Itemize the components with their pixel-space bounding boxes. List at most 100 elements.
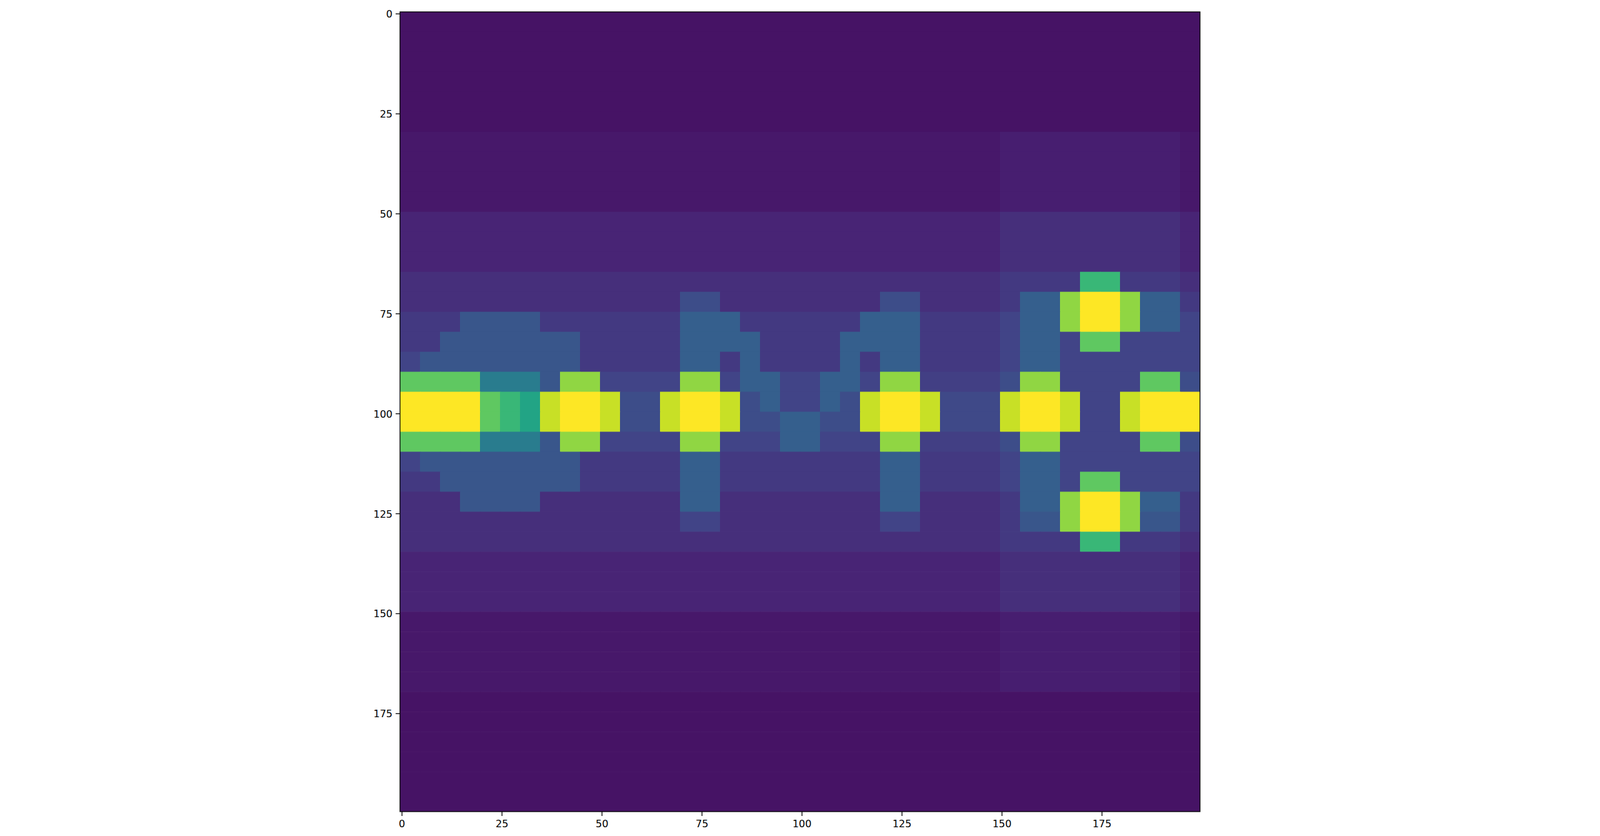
cell	[660, 471, 681, 492]
cell	[420, 351, 441, 373]
cell	[660, 411, 681, 433]
cell	[540, 31, 561, 53]
cell	[720, 331, 741, 353]
cell	[400, 111, 421, 133]
cell	[580, 631, 601, 652]
cell	[600, 231, 621, 253]
cell	[1180, 131, 1200, 153]
cell	[1180, 211, 1200, 233]
x-tick	[401, 811, 403, 816]
cell	[1060, 511, 1081, 532]
cell	[1160, 451, 1181, 472]
cell	[720, 171, 741, 193]
cell	[920, 291, 941, 313]
cell	[800, 51, 821, 73]
cell	[840, 371, 861, 393]
cell	[740, 111, 761, 133]
cell	[940, 91, 961, 113]
cell	[980, 291, 1001, 313]
cell	[600, 71, 621, 93]
cell	[940, 751, 961, 772]
cell	[460, 71, 481, 93]
cell	[400, 471, 421, 492]
cell	[660, 91, 681, 113]
cell	[560, 51, 581, 73]
cell	[420, 551, 441, 572]
cell	[840, 531, 861, 552]
cell	[860, 471, 881, 492]
cell	[400, 311, 421, 333]
cell	[640, 491, 661, 512]
cell	[520, 311, 541, 333]
cell	[680, 711, 701, 732]
cell	[900, 211, 921, 233]
cell	[540, 271, 561, 293]
cell	[880, 71, 901, 93]
cell	[860, 531, 881, 552]
cell	[680, 651, 701, 672]
cell	[440, 211, 461, 233]
cell	[520, 231, 541, 253]
cell	[500, 751, 521, 772]
cell	[440, 491, 461, 512]
cell	[800, 711, 821, 732]
cell	[800, 291, 821, 313]
y-tick	[395, 513, 400, 514]
cell	[800, 71, 821, 93]
cell	[1120, 671, 1141, 692]
cell	[540, 751, 561, 772]
cell	[1000, 531, 1021, 552]
cell	[700, 791, 721, 812]
cell	[480, 371, 501, 393]
cell	[1060, 191, 1081, 213]
cell	[680, 771, 701, 792]
cell	[400, 691, 421, 712]
cell	[460, 171, 481, 193]
cell	[540, 471, 561, 492]
cell	[860, 551, 881, 572]
cell	[1040, 751, 1061, 772]
cell	[1020, 431, 1041, 452]
cell	[960, 11, 981, 33]
cell	[620, 271, 641, 293]
cell	[620, 511, 641, 532]
cell	[1080, 51, 1101, 73]
cell	[760, 171, 781, 193]
cell	[1000, 451, 1021, 472]
cell	[460, 351, 481, 373]
cell	[1020, 631, 1041, 652]
cell	[460, 451, 481, 472]
cell	[620, 791, 641, 812]
cell	[1120, 371, 1141, 393]
cell	[760, 131, 781, 153]
cell	[1000, 211, 1021, 233]
cell	[540, 391, 561, 413]
cell	[780, 751, 801, 772]
cell	[740, 11, 761, 33]
cell	[800, 151, 821, 173]
cell	[920, 191, 941, 213]
cell	[900, 531, 921, 552]
cell	[920, 231, 941, 253]
cell	[1180, 11, 1200, 33]
cell	[680, 151, 701, 173]
cell	[920, 771, 941, 792]
cell	[620, 451, 641, 472]
cell	[760, 631, 781, 652]
cell	[1040, 491, 1061, 512]
cell	[960, 791, 981, 812]
cell	[460, 511, 481, 532]
cell	[1100, 31, 1121, 53]
cell	[900, 311, 921, 333]
cell	[720, 411, 741, 433]
x-tick-label: 100	[792, 817, 812, 830]
cell	[440, 191, 461, 213]
cell	[980, 131, 1001, 153]
cell	[660, 591, 681, 612]
cell	[1060, 71, 1081, 93]
cell	[840, 491, 861, 512]
cell	[900, 711, 921, 732]
cell	[920, 691, 941, 712]
cell	[660, 691, 681, 712]
cell	[540, 711, 561, 732]
